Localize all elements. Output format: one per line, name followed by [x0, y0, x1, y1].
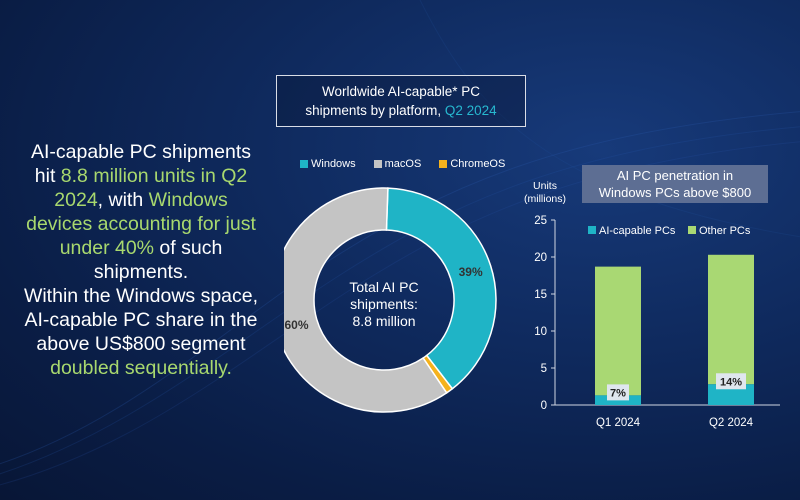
headline-line: AI-capable PC share in the [24, 309, 258, 331]
bar-ai-capable [708, 384, 754, 405]
donut-legend: Windows macOS ChromeOS [300, 158, 505, 170]
bar-other-pcs [595, 266, 641, 396]
y-axis-label: (millions) [524, 193, 566, 205]
x-tick-label: Q1 2024 [596, 417, 641, 429]
headline-line: doubled sequentially. [50, 357, 232, 379]
donut-slice-label: 60% [285, 318, 309, 332]
y-tick-label: 10 [534, 326, 547, 338]
donut-slice-macos [284, 187, 448, 413]
bar-data-label: 14% [720, 376, 742, 388]
y-tick-label: 25 [534, 215, 547, 227]
legend-swatch [439, 160, 448, 168]
bar-other-pcs [708, 254, 754, 385]
headline-text: AI-capable PC shipments hit 8.8 million … [10, 140, 272, 380]
headline-line: 2024, with Windows [54, 189, 228, 211]
bar-data-label-bg [716, 373, 746, 390]
donut-center-label: Total AI PC shipments: 8.8 million [349, 279, 419, 329]
headline-line: AI-capable PC shipments [30, 141, 252, 163]
y-tick-label: 5 [541, 363, 547, 375]
x-tick-label: Q2 2024 [709, 417, 754, 429]
legend-swatch [300, 160, 308, 168]
legend-item-windows: Windows [300, 158, 356, 170]
legend-item-macos: macOS [373, 158, 421, 170]
headline-line: under 40% of such [59, 237, 223, 259]
y-tick-label: 15 [534, 289, 547, 301]
bar-chart-title: AI PC penetration in Windows PCs above $… [582, 165, 768, 203]
y-axis-label: Units [533, 180, 557, 192]
legend-swatch [373, 160, 382, 168]
headline-line: above US$800 segment [36, 333, 246, 355]
legend-swatch [688, 226, 696, 234]
legend-swatch [588, 226, 596, 234]
legend-item-chromeos: ChromeOS [439, 158, 505, 170]
headline-line: hit 8.8 million units in Q2 [34, 165, 248, 187]
bar-data-label: 7% [610, 387, 626, 399]
bar-data-label-bg [607, 384, 629, 401]
headline-line: Within the Windows space, [23, 285, 259, 307]
bar-legend-label: AI-capable PCs [599, 225, 676, 237]
y-tick-label: 0 [541, 400, 547, 412]
y-tick-label: 20 [534, 252, 547, 264]
donut-slice-windows [385, 187, 497, 390]
headline-line: devices accounting for just [26, 213, 256, 235]
headline-line: shipments. [93, 261, 189, 283]
donut-chart-title: Worldwide AI-capable* PC shipments by pl… [276, 75, 526, 127]
donut-chart: 39% 60% [284, 187, 497, 413]
donut-slice-label: 39% [459, 265, 483, 279]
bar-legend-label: Other PCs [699, 225, 751, 237]
